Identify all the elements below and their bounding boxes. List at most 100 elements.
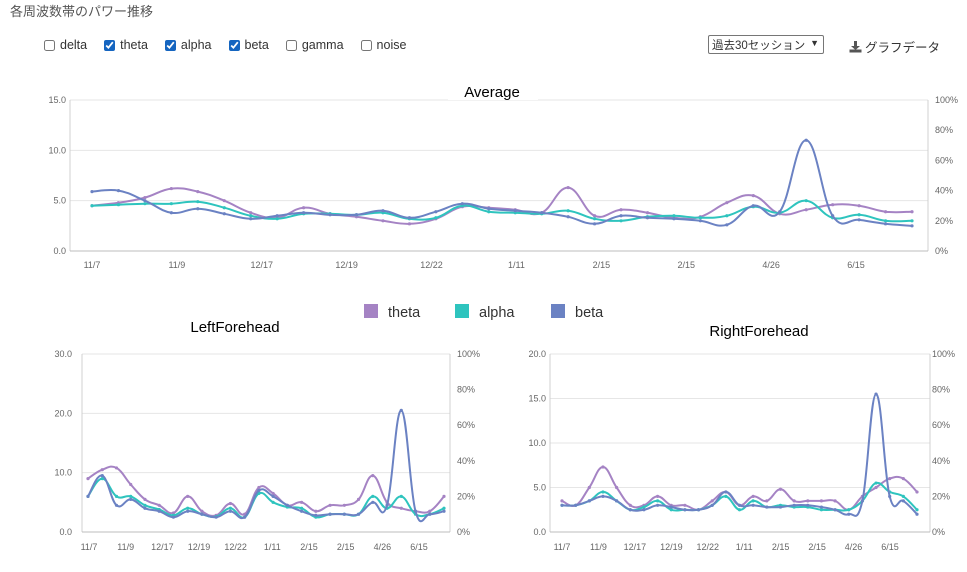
left-beta-point (114, 503, 119, 507)
average-beta-point (883, 222, 888, 226)
filter-gamma-label: gamma (301, 38, 344, 52)
left-y-tick: 30.0 (54, 349, 72, 359)
right-alpha-point (901, 494, 905, 498)
left-theta-point (314, 509, 318, 513)
filter-theta-checkbox[interactable] (104, 39, 116, 51)
right-theta-point (765, 499, 769, 503)
legend-theta-swatch[interactable] (364, 304, 378, 318)
right-theta-point (778, 487, 783, 491)
left-beta-point (228, 509, 232, 513)
average-y2-tick: 60% (935, 155, 953, 165)
average-theta-point (566, 185, 570, 190)
filter-gamma[interactable]: gamma (285, 38, 344, 52)
right-title-bg (690, 335, 830, 353)
filter-theta[interactable]: theta (104, 38, 148, 52)
left-theta-point (399, 506, 403, 510)
right-x-tick: 11/9 (590, 542, 607, 552)
filter-alpha[interactable]: alpha (164, 38, 212, 52)
right-theta-point (615, 485, 619, 490)
right-theta-point (560, 499, 564, 503)
average-y2-tick: 80% (935, 125, 953, 135)
right-alpha-point (642, 505, 646, 509)
right-alpha-point (724, 494, 728, 498)
filter-beta[interactable]: beta (228, 38, 269, 52)
right-x-tick: 4/26 (845, 542, 863, 552)
left-x-tick: 12/17 (151, 542, 174, 552)
right-alpha-point (751, 499, 755, 503)
period-select-value: 過去30セッション (712, 39, 806, 52)
average-alpha-point (619, 219, 623, 223)
left-theta-point (356, 497, 361, 501)
download-graph-data-button[interactable]: グラフデータ (849, 37, 940, 56)
legend-beta-label[interactable]: beta (575, 305, 604, 321)
left-alpha-point (442, 506, 446, 510)
legend-theta-label[interactable]: theta (388, 305, 421, 321)
right-beta-point (806, 503, 810, 507)
average-theta-point (804, 208, 808, 212)
right-x-tick: 12/22 (697, 542, 720, 552)
average-alpha-point (249, 214, 253, 218)
right-beta-point (560, 503, 564, 507)
left-theta-point (100, 468, 104, 472)
left-beta-point (356, 512, 361, 516)
legend-alpha-swatch[interactable] (455, 304, 469, 318)
average-beta-point (592, 222, 597, 226)
filter-gamma-checkbox[interactable] (285, 39, 297, 51)
filter-delta-checkbox[interactable] (44, 39, 55, 51)
average-y-tick: 0.0 (53, 246, 66, 256)
average-alpha-point (116, 203, 121, 207)
left-theta-point (271, 491, 275, 496)
right-beta-point (724, 490, 728, 494)
left-x-tick: 12/19 (188, 542, 211, 552)
page-title: 各周波数帯のパワー推移 (10, 4, 154, 19)
filter-noise[interactable]: noise (360, 38, 406, 52)
left-beta-point (285, 503, 289, 507)
right-x-tick: 12/19 (660, 542, 683, 552)
average-theta-point (169, 186, 173, 191)
average-chart-title: Average (464, 84, 520, 101)
left-beta-point (200, 512, 204, 516)
legend-alpha-label[interactable]: alpha (479, 305, 515, 321)
right-y2-tick: 40% (932, 456, 950, 466)
average-x-tick: 6/15 (847, 260, 865, 270)
left-alpha-point (143, 503, 147, 507)
average-alpha-point (90, 204, 94, 208)
left-chart: 0.0 10.0 20.0 30.0 0% 20% 40% 60% 80% 100% 11/7 11/… (54, 319, 480, 552)
left-beta-point (442, 509, 446, 513)
right-chart-title: RightForehead (709, 323, 808, 340)
left-theta-point (157, 503, 161, 507)
average-beta-point (540, 211, 544, 215)
average-beta-point (381, 209, 385, 213)
legend-beta-swatch[interactable] (551, 304, 565, 318)
left-alpha-point (399, 494, 403, 498)
left-x-tick: 2/15 (300, 542, 318, 552)
period-select[interactable]: 過去30セッション ▼ (708, 35, 824, 54)
right-y-tick: 5.0 (533, 483, 546, 493)
right-beta-line (561, 392, 918, 517)
filter-alpha-checkbox[interactable] (164, 39, 176, 51)
right-beta-point (751, 503, 755, 507)
average-beta-point (513, 209, 517, 213)
average-y-tick: 15.0 (48, 95, 66, 105)
left-beta-point (86, 494, 90, 498)
left-theta-point (342, 503, 346, 507)
average-theta-point (222, 199, 226, 203)
filter-delta[interactable]: delta (44, 38, 87, 52)
left-theta-point (257, 485, 261, 490)
average-theta-point (831, 203, 835, 207)
average-alpha-point (804, 199, 808, 203)
left-theta-point (129, 482, 133, 487)
left-beta-point (214, 515, 218, 519)
right-beta-point (601, 494, 605, 498)
right-beta-point (710, 503, 714, 507)
left-beta-point (271, 494, 275, 498)
left-title-bg (160, 335, 310, 353)
download-label: グラフデータ (865, 41, 941, 55)
right-y-tick: 10.0 (528, 438, 546, 448)
filter-beta-checkbox[interactable] (228, 39, 240, 51)
average-x-tick: 11/9 (168, 260, 185, 270)
average-theta-point (381, 219, 385, 223)
average-theta-point (751, 194, 755, 198)
filter-noise-checkbox[interactable] (360, 39, 372, 51)
